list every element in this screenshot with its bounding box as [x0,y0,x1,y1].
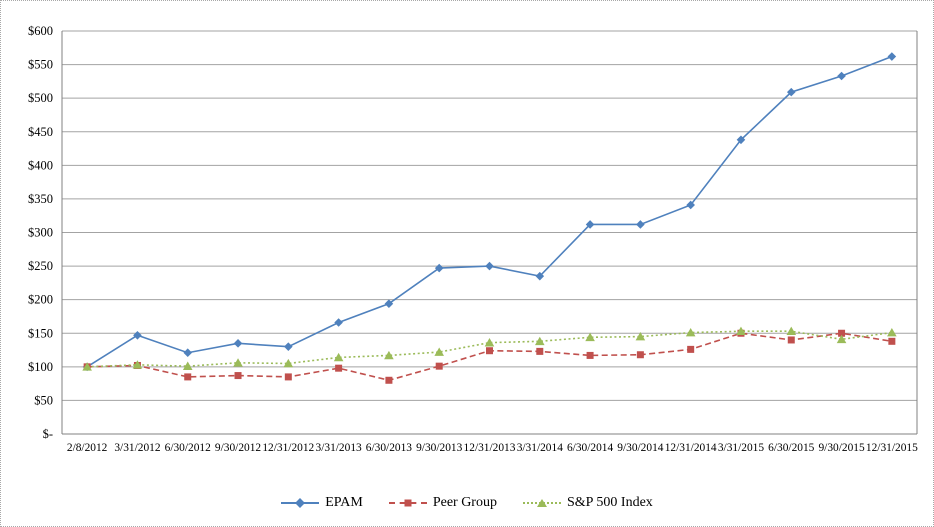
svg-text:9/30/2012: 9/30/2012 [215,442,262,454]
svg-text:$150: $150 [28,326,53,340]
chart-legend: EPAM Peer Group S&P 500 Index [1,495,933,511]
svg-text:12/31/2013: 12/31/2013 [464,442,516,454]
legend-label-sp500: S&P 500 Index [566,495,653,510]
legend-item-epam: EPAM [281,495,363,511]
svg-text:$600: $600 [28,24,53,38]
svg-text:12/31/2012: 12/31/2012 [262,442,314,454]
svg-text:9/30/2014: 9/30/2014 [617,442,664,454]
x-axis-labels: 2/8/2012 3/31/2012 6/30/2012 9/30/2012 12/31… [67,442,918,454]
svg-text:$300: $300 [28,226,53,240]
svg-text:$200: $200 [28,293,53,307]
svg-text:3/31/2014: 3/31/2014 [517,442,564,454]
svg-text:$450: $450 [28,125,53,139]
svg-text:9/30/2015: 9/30/2015 [818,442,865,454]
triangle-marker-icon [536,499,547,507]
svg-text:12/31/2014: 12/31/2014 [665,442,717,454]
svg-text:9/30/2013: 9/30/2013 [416,442,463,454]
legend-label-epam: EPAM [325,495,363,510]
legend-item-sp500: S&P 500 Index [522,495,653,511]
svg-text:$550: $550 [28,58,53,72]
svg-text:$-: $- [43,427,53,441]
epam-line-sample [281,497,320,509]
svg-text:$250: $250 [28,259,53,273]
square-marker-icon [404,499,412,507]
svg-text:6/30/2014: 6/30/2014 [567,442,614,454]
y-axis-labels: $- $50 $100 $150 $200 $250 $300 $350 $400 $450 $50… [28,24,53,441]
legend-label-peer-group: Peer Group [432,495,497,510]
svg-text:$400: $400 [28,158,53,172]
svg-text:6/30/2012: 6/30/2012 [165,442,212,454]
svg-text:2/8/2012: 2/8/2012 [67,442,108,454]
axes [61,31,918,435]
svg-text:6/30/2013: 6/30/2013 [366,442,413,454]
svg-text:3/31/2015: 3/31/2015 [718,442,765,454]
svg-text:6/30/2015: 6/30/2015 [768,442,815,454]
svg-text:3/31/2012: 3/31/2012 [114,442,161,454]
peer-group-line-sample [388,497,427,509]
series-s-p-500-index [82,326,897,371]
svg-text:$50: $50 [34,393,53,407]
series-epam [82,52,897,372]
diamond-marker-icon [295,498,306,508]
svg-text:$100: $100 [28,360,53,374]
sp500-line-sample [522,497,561,509]
svg-text:$500: $500 [28,91,53,105]
svg-text:3/31/2013: 3/31/2013 [316,442,363,454]
svg-text:$350: $350 [28,192,53,206]
svg-text:12/31/2015: 12/31/2015 [866,442,918,454]
legend-item-peer-group: Peer Group [388,495,497,511]
series-peer-group [83,329,896,384]
